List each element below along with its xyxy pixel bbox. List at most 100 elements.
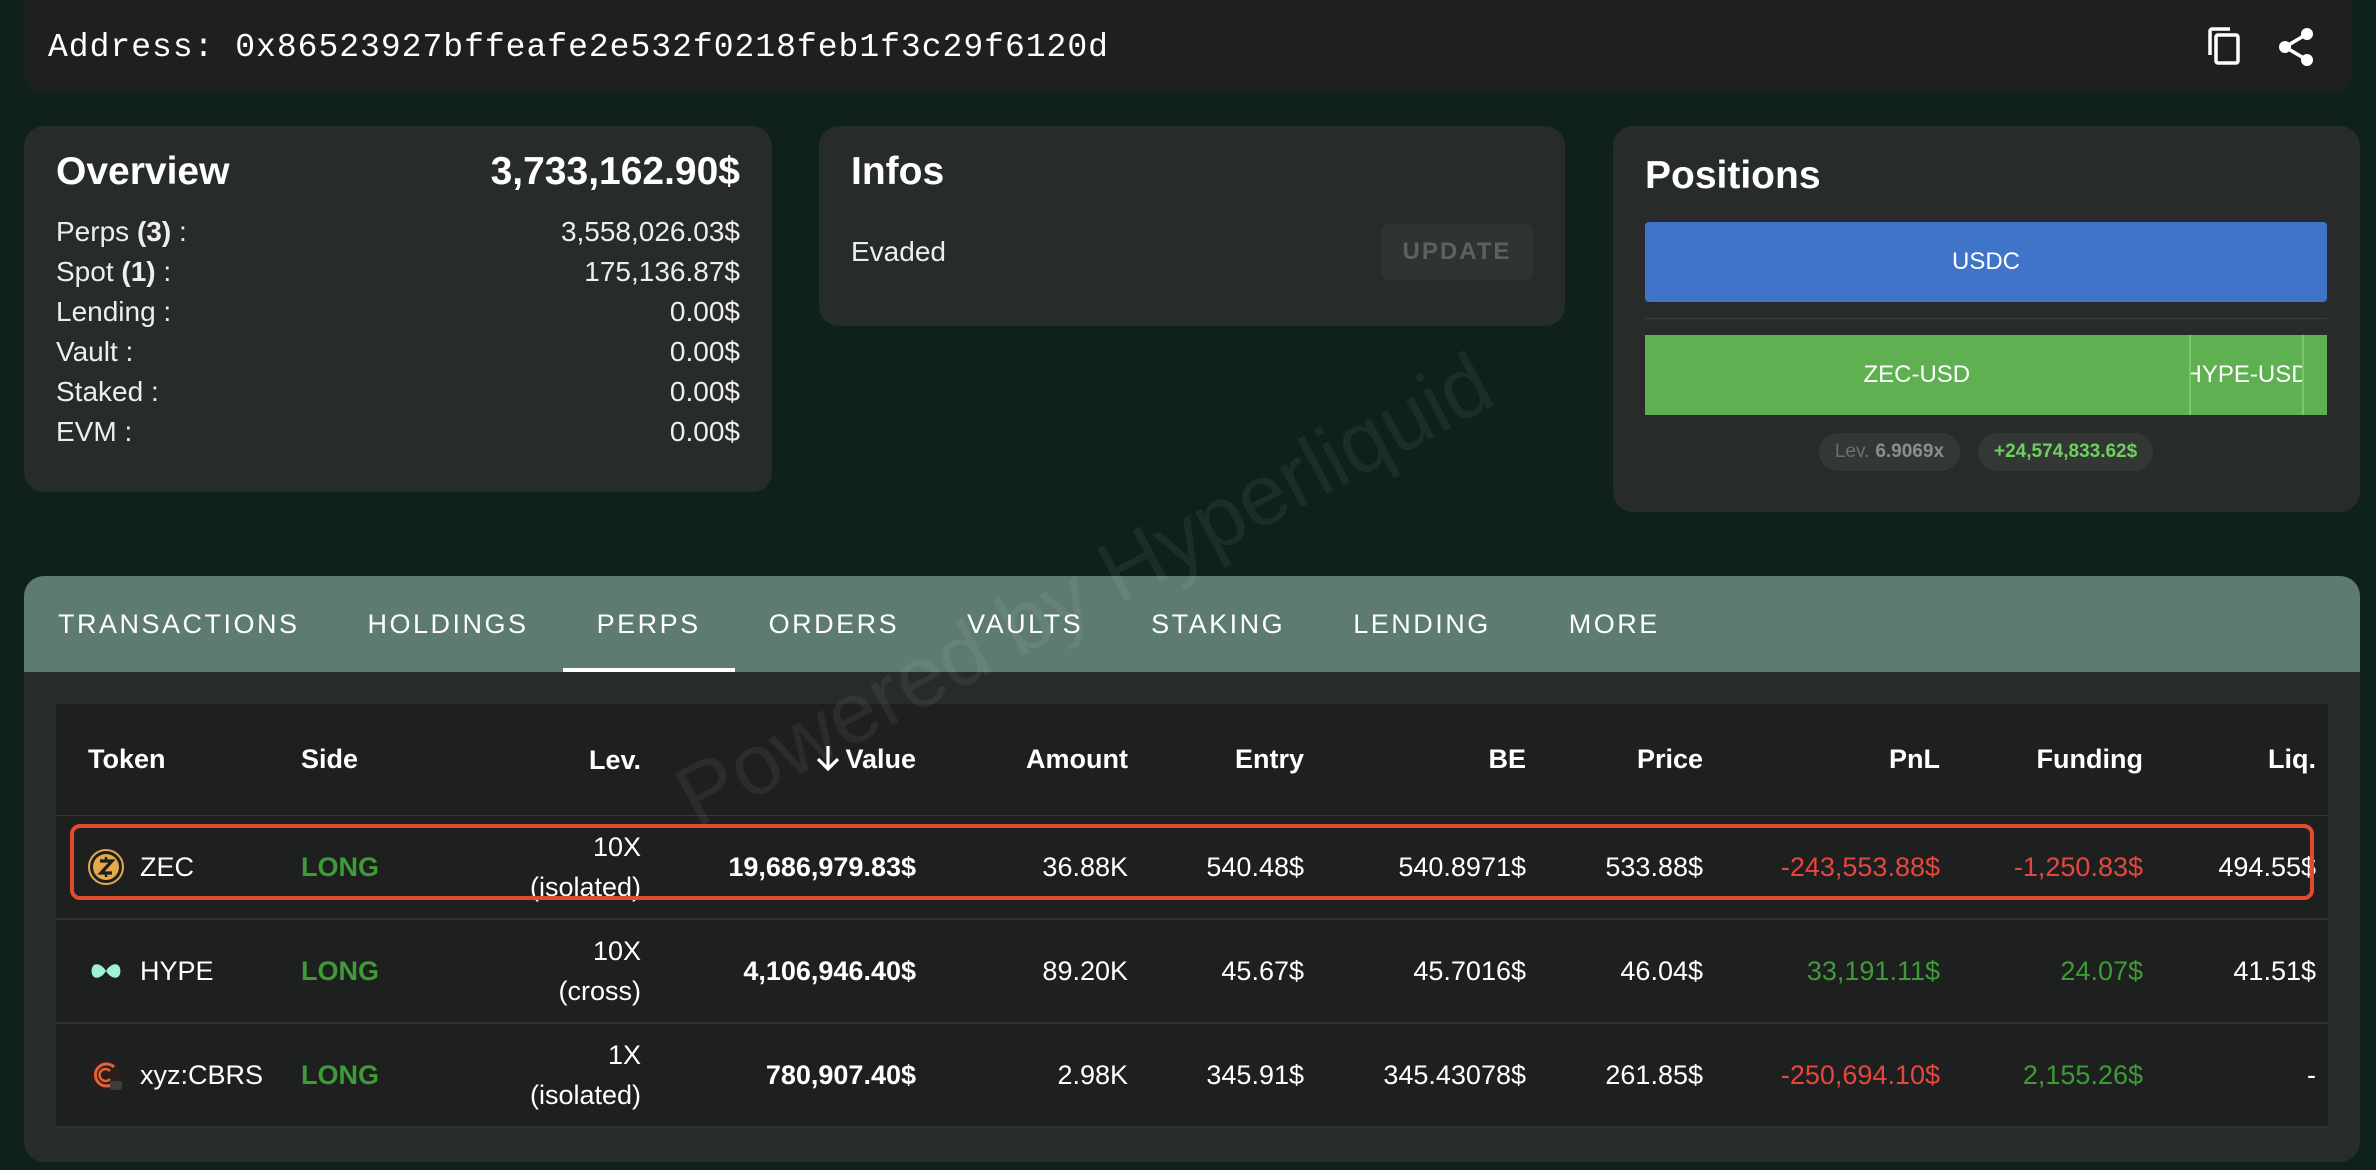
cell-pnl: -243,553.88$ (1780, 851, 1940, 882)
header-lev[interactable]: Lev. (588, 744, 641, 775)
cell-side: LONG (301, 1059, 379, 1090)
leverage-pill: Lev. 6.9069x (1818, 433, 1961, 471)
cell-liq: 41.51$ (2233, 955, 2316, 986)
cell-entry: 540.48$ (1206, 851, 1304, 882)
overview-total: 3,733,162.90$ (490, 150, 740, 193)
token-name[interactable]: xyz:CBRS (140, 1059, 264, 1090)
overview-rows: Perps (3) : 3,558,026.03$ Spot (1) : 175,13… (56, 212, 740, 452)
leverage-value: 6.9069x (1875, 441, 1945, 462)
cell-be: 45.7016$ (1413, 955, 1526, 986)
tab-staking[interactable]: STAKING (1151, 608, 1286, 639)
header-amount[interactable]: Amount (1026, 744, 1128, 774)
cell-amount: 89.20K (1042, 955, 1128, 986)
tab-bar: TRANSACTIONS HOLDINGS PERPS ORDERS VAULTS STA… (24, 576, 2360, 672)
cell-price: 261.85$ (1605, 1059, 1703, 1090)
tab-more[interactable]: MORE (1568, 608, 1660, 639)
header-value[interactable]: Value (641, 744, 916, 775)
overview-row: Staked : 0.00$ (56, 372, 740, 412)
cell-entry: 45.67$ (1221, 955, 1304, 986)
overview-row: EVM : 0.00$ (56, 412, 740, 452)
overview-row-suffix: : (171, 216, 187, 247)
cell-leverage: 10X (cross) (451, 931, 642, 1011)
table-row[interactable]: xyz:CBRS LONG 1X (isolated) 780,907.40$ 2.98K… (56, 1024, 2328, 1128)
hype-icon (88, 953, 124, 989)
cell-liq: - (2307, 1059, 2316, 1090)
cell-leverage: 1X (isolated) (451, 1035, 641, 1115)
table-body: ZEC LONG 10X (isolated) 19,686,979.83$ 36.88K… (56, 816, 2328, 1128)
share-icon[interactable] (2274, 23, 2318, 71)
usdc-bar[interactable]: USDC (1645, 222, 2327, 302)
cbrs-icon (88, 1057, 124, 1093)
table-header: Token Side Lev. Value Amount Entry BE Pr… (56, 704, 2328, 816)
cell-price: 533.88$ (1605, 851, 1703, 882)
header-entry[interactable]: Entry (1234, 744, 1304, 774)
header-value-label: Value (845, 744, 916, 774)
overview-row-value: 3,558,026.03$ (560, 216, 740, 247)
overview-row-label: Spot (1) : (56, 252, 171, 292)
overview-row-name: EVM : (56, 416, 133, 447)
copy-icon[interactable] (2202, 23, 2246, 71)
position-segment[interactable]: ZEC-USD (1645, 335, 2191, 415)
cell-amount: 36.88K (1042, 851, 1128, 882)
cell-pnl: -250,694.10$ (1780, 1059, 1940, 1090)
header-side[interactable]: Side (301, 744, 359, 774)
tab-transactions[interactable]: TRANSACTIONS (58, 608, 300, 639)
address-actions (2202, 23, 2328, 71)
cell-value: 780,907.40$ (765, 1059, 916, 1090)
overview-row-name: Perps (56, 216, 137, 247)
cell-be: 345.43078$ (1383, 1059, 1526, 1090)
positions-divider (1645, 318, 2327, 319)
update-button[interactable]: UPDATE (1381, 224, 1533, 280)
details-panel: TRANSACTIONS HOLDINGS PERPS ORDERS VAULTS STA… (24, 576, 2360, 1162)
table-row[interactable]: HYPE LONG 10X (cross) 4,106,946.40$ 89.20K 45.… (56, 920, 2328, 1024)
overview-row-label: Perps (3) : (56, 212, 187, 252)
overview-row-name: Vault : (56, 336, 134, 367)
header-token[interactable]: Token (88, 744, 166, 774)
overview-row-count: (1) (121, 256, 156, 287)
total-pnl-value: +24,574,833.62$ (1994, 441, 2138, 462)
overview-row-value: 0.00$ (669, 376, 740, 407)
tab-lending[interactable]: LENDING (1353, 608, 1491, 639)
leverage-mode: (isolated) (529, 872, 641, 902)
address-bar: Address: 0x86523927bffeafe2e532f0218feb1… (24, 0, 2352, 94)
overview-row-value: 0.00$ (669, 416, 740, 447)
leverage-prefix: Lev. (1834, 441, 1870, 462)
overview-card: Overview 3,733,162.90$ Perps (3) : 3,558,… (24, 126, 772, 492)
overview-row: Vault : 0.00$ (56, 332, 740, 372)
overview-row-label: Staked : (56, 372, 159, 412)
cell-funding: -1,250.83$ (2013, 851, 2143, 882)
overview-row-value: 0.00$ (669, 336, 740, 367)
leverage-multiplier: 10X (592, 936, 641, 966)
overview-title: Overview (56, 150, 230, 193)
header-pnl[interactable]: PnL (1889, 744, 1940, 774)
cell-token: xyz:CBRS (56, 1057, 301, 1093)
cell-token: HYPE (56, 953, 301, 989)
cell-side: LONG (301, 955, 379, 986)
tab-perps[interactable]: PERPS (562, 576, 735, 672)
token-name[interactable]: ZEC (140, 851, 194, 882)
overview-row-label: Lending : (56, 292, 171, 332)
token-name[interactable]: HYPE (140, 955, 214, 986)
overview-row-name: Lending : (56, 296, 172, 327)
cell-price: 46.04$ (1620, 955, 1703, 986)
tab-holdings[interactable]: HOLDINGS (367, 608, 529, 639)
header-funding[interactable]: Funding (2036, 744, 2143, 774)
header-price[interactable]: Price (1636, 744, 1703, 774)
position-segment[interactable]: HYPE-USD (2190, 335, 2305, 415)
cell-value: 19,686,979.83$ (728, 851, 916, 882)
cell-liq: 494.55$ (2218, 851, 2316, 882)
table-row[interactable]: ZEC LONG 10X (isolated) 19,686,979.83$ 36.88K… (56, 816, 2328, 920)
cell-entry: 345.91$ (1206, 1059, 1304, 1090)
cell-funding: 2,155.26$ (2022, 1059, 2143, 1090)
tab-vaults[interactable]: VAULTS (967, 608, 1084, 639)
position-segment[interactable] (2304, 335, 2327, 415)
perp-positions-bar: ZEC-USD HYPE-USD (1645, 335, 2327, 415)
header-liq[interactable]: Liq. (2268, 744, 2316, 774)
cell-value: 4,106,946.40$ (743, 955, 916, 986)
positions-title: Positions (1645, 154, 1821, 197)
perps-table: Token Side Lev. Value Amount Entry BE Pr… (56, 704, 2328, 1128)
tab-orders[interactable]: ORDERS (768, 608, 900, 639)
leverage-mode: (cross) (558, 976, 642, 1006)
header-be[interactable]: BE (1488, 744, 1526, 774)
cell-leverage: 10X (isolated) (451, 827, 641, 907)
